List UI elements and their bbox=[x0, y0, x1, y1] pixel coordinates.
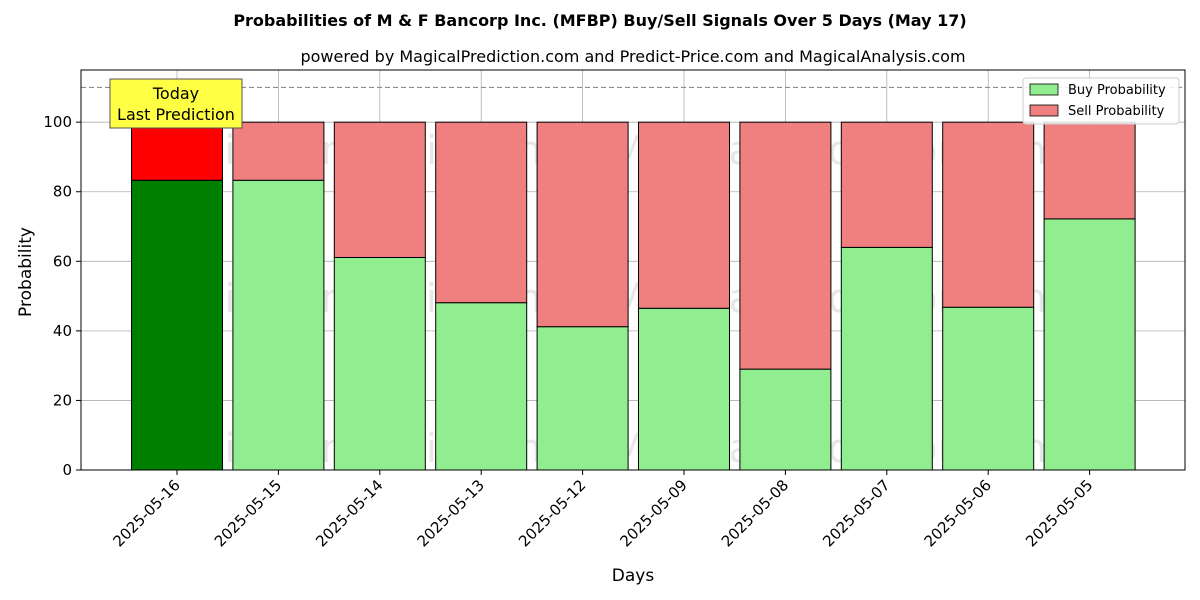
y-tick-label: 40 bbox=[53, 322, 72, 340]
y-axis: 0 20 40 60 80 100 bbox=[43, 113, 81, 479]
legend-frame bbox=[1022, 77, 1180, 125]
x-tick-label: 2025-05-15 bbox=[211, 476, 285, 550]
y-tick-label: 100 bbox=[43, 113, 72, 131]
annotation-line-2: Last Prediction bbox=[117, 105, 235, 124]
x-axis-label: Days bbox=[612, 566, 655, 586]
legend-swatch-sell bbox=[1029, 104, 1059, 117]
bar-buy bbox=[739, 368, 832, 471]
annotation-line-1: Today bbox=[152, 84, 199, 103]
y-tick-label: 20 bbox=[53, 391, 72, 409]
bars bbox=[131, 121, 1136, 471]
legend-label-sell: Sell Probability bbox=[1068, 104, 1165, 119]
bar-sell bbox=[232, 121, 325, 181]
legend: Buy Probability Sell Probability bbox=[1022, 77, 1180, 125]
legend-label-buy: Buy Probability bbox=[1068, 83, 1166, 98]
x-tick-label: 2025-05-09 bbox=[616, 476, 690, 550]
x-tick-label: 2025-05-13 bbox=[414, 476, 488, 550]
y-tick-label: 80 bbox=[53, 183, 72, 201]
bar-sell bbox=[739, 121, 832, 370]
chart-title: Probabilities of M & F Bancorp Inc. (MFB… bbox=[233, 11, 966, 30]
bar-buy bbox=[536, 326, 629, 471]
x-tick-label: 2025-05-05 bbox=[1022, 476, 1096, 550]
bar-sell bbox=[333, 121, 426, 258]
bar-buy bbox=[638, 307, 730, 471]
x-tick-label: 2025-05-08 bbox=[718, 476, 792, 550]
bar-sell bbox=[131, 121, 223, 181]
bar-sell bbox=[942, 121, 1035, 308]
plot-frame bbox=[80, 69, 1186, 471]
x-tick-label: 2025-05-14 bbox=[312, 476, 386, 550]
bar-buy bbox=[1043, 218, 1136, 471]
bar-sell bbox=[638, 121, 730, 309]
x-tick-label: 2025-05-07 bbox=[819, 476, 893, 550]
x-axis: 2025-05-16 2025-05-15 2025-05-14 2025-05-13… bbox=[109, 470, 1096, 550]
bar-buy bbox=[435, 302, 528, 471]
x-tick-label: 2025-05-16 bbox=[109, 476, 183, 550]
bar-buy bbox=[942, 306, 1035, 471]
bar-buy bbox=[840, 246, 933, 471]
bar-buy bbox=[131, 179, 223, 471]
bar-sell bbox=[1043, 121, 1136, 220]
y-tick-label: 0 bbox=[62, 461, 72, 479]
bar-sell bbox=[840, 121, 933, 248]
legend-swatch-buy bbox=[1029, 83, 1059, 96]
x-tick-label: 2025-05-06 bbox=[921, 476, 995, 550]
today-annotation: Today Last Prediction bbox=[109, 78, 243, 129]
annotation-box bbox=[109, 78, 243, 129]
bar-buy bbox=[232, 179, 325, 471]
bar-sell bbox=[536, 121, 629, 328]
chart-subtitle: powered by MagicalPrediction.com and Pre… bbox=[300, 47, 965, 66]
x-tick-label: 2025-05-12 bbox=[515, 476, 589, 550]
bar-sell bbox=[435, 121, 528, 304]
bar-buy bbox=[333, 256, 426, 471]
y-tick-label: 60 bbox=[53, 252, 72, 270]
y-axis-label: Probability bbox=[16, 227, 36, 317]
